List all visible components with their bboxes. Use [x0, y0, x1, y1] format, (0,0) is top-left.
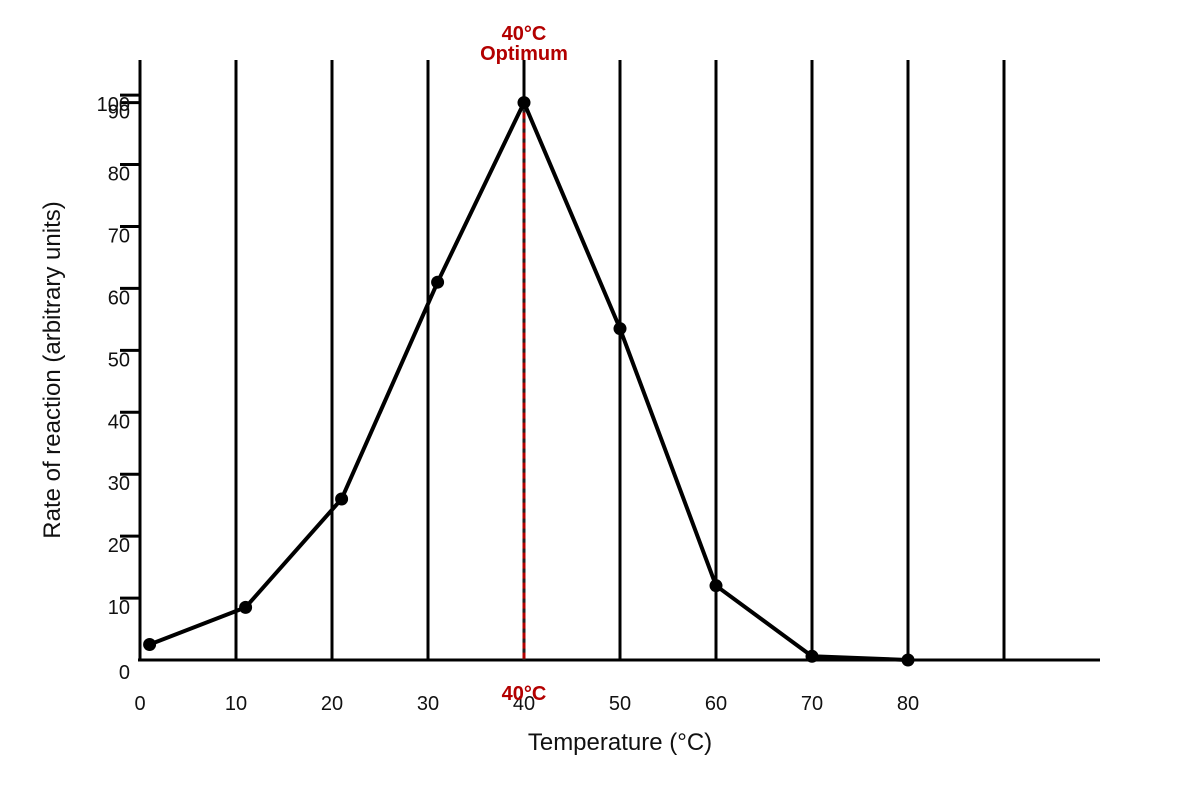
x-tick-label-20: 20 [321, 693, 343, 715]
y-tick-label-10: 10 [108, 597, 130, 619]
optimum-label: Optimum [480, 43, 568, 65]
optimum-axis-label: 40°C [502, 683, 547, 705]
x-tick-label-30: 30 [417, 693, 439, 715]
x-axis-ticks: 0 10 20 30 40 50 60 70 80 [134, 693, 919, 715]
data-point-31 [431, 275, 445, 289]
data-point-11 [239, 600, 253, 614]
y-tick-label-20: 20 [108, 535, 130, 557]
data-point-70 [805, 649, 819, 663]
data-point-40 [517, 96, 531, 110]
y-tick-label-80: 80 [108, 164, 130, 186]
data-point-50 [613, 322, 627, 336]
x-tick-label-60: 60 [705, 693, 727, 715]
y-tick-label-60: 60 [108, 287, 130, 309]
series [143, 96, 915, 667]
x-tick-label-70: 70 [801, 693, 823, 715]
vertical-gridlines [234, 60, 1006, 660]
y-axis-title: Rate of reaction (arbitrary units) [39, 201, 66, 538]
x-tick-label-40: 40 [513, 693, 535, 715]
y-tick-label-50: 50 [108, 349, 130, 371]
data-point-1 [143, 638, 157, 652]
data-point-80 [901, 653, 915, 667]
optimum-temperature-label: 40°C [502, 23, 547, 45]
x-tick-label-10: 10 [225, 693, 247, 715]
y-tick-label-0: 0 [119, 662, 130, 684]
x-tick-label-50: 50 [609, 693, 631, 715]
series-line-0 [147, 100, 910, 662]
y-tick-label-30: 30 [108, 473, 130, 495]
data-point-60 [709, 579, 723, 593]
y-tick-label-70: 70 [108, 225, 130, 247]
data-point-21 [335, 492, 349, 506]
y-tick-label-100: 100 [97, 94, 130, 116]
y-tick-label-90: 90 [108, 102, 130, 124]
y-tick-label-40: 40 [108, 411, 130, 433]
x-axis-title: Temperature (°C) [528, 729, 712, 756]
axes [138, 60, 1100, 662]
x-tick-label-0: 0 [134, 693, 145, 715]
x-tick-label-80: 80 [897, 693, 919, 715]
